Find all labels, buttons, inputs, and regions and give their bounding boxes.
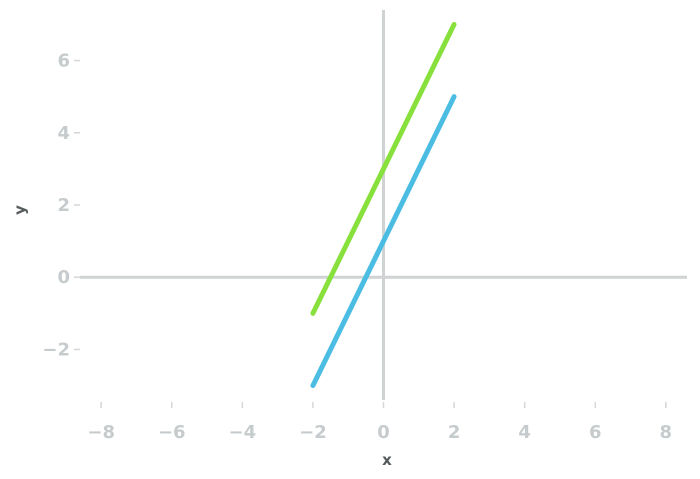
x-tick-label: 4 xyxy=(518,422,531,443)
series-line-2 xyxy=(310,94,457,389)
y-tick-label: −2 xyxy=(42,339,70,360)
y-tick-label: 6 xyxy=(57,51,70,72)
x-tick-label: 6 xyxy=(589,422,602,443)
x-tick-label: −2 xyxy=(299,422,327,443)
x-tick-label: 8 xyxy=(660,422,673,443)
series-line-1 xyxy=(310,21,457,316)
y-axis-ticks: −2 0 2 4 6 xyxy=(42,51,80,360)
y-axis-label: y xyxy=(11,205,29,215)
x-tick-label: −4 xyxy=(229,422,257,443)
y-tick-label: 0 xyxy=(57,267,70,288)
x-tick-label: 0 xyxy=(377,422,390,443)
x-tick-label: −6 xyxy=(158,422,186,443)
x-tick-label: 2 xyxy=(448,422,461,443)
y-tick-label: 2 xyxy=(57,195,70,216)
y-tick-label: 4 xyxy=(57,123,70,144)
x-axis-ticks: −8 −6 −4 −2 0 2 4 6 8 xyxy=(87,402,672,443)
x-tick-label: −8 xyxy=(87,422,115,443)
zero-axis-lines xyxy=(80,10,687,400)
x-axis-label: x xyxy=(382,451,392,469)
series-layer xyxy=(310,21,457,389)
